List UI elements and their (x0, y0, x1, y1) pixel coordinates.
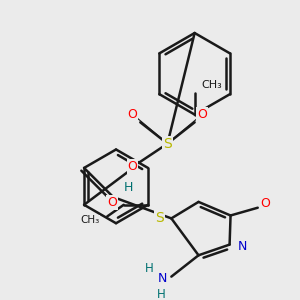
Text: CH₃: CH₃ (80, 215, 99, 225)
Text: CH₃: CH₃ (201, 80, 222, 90)
Text: O: O (261, 197, 270, 210)
Text: O: O (107, 196, 117, 209)
Text: O: O (128, 108, 137, 121)
Text: O: O (128, 160, 137, 173)
Text: N: N (158, 272, 167, 285)
Text: N: N (237, 240, 247, 253)
Text: S: S (163, 137, 172, 151)
Text: H: H (157, 288, 166, 300)
Text: H: H (124, 181, 134, 194)
Text: O: O (197, 108, 207, 121)
Text: H: H (145, 262, 154, 275)
Text: S: S (155, 212, 164, 225)
